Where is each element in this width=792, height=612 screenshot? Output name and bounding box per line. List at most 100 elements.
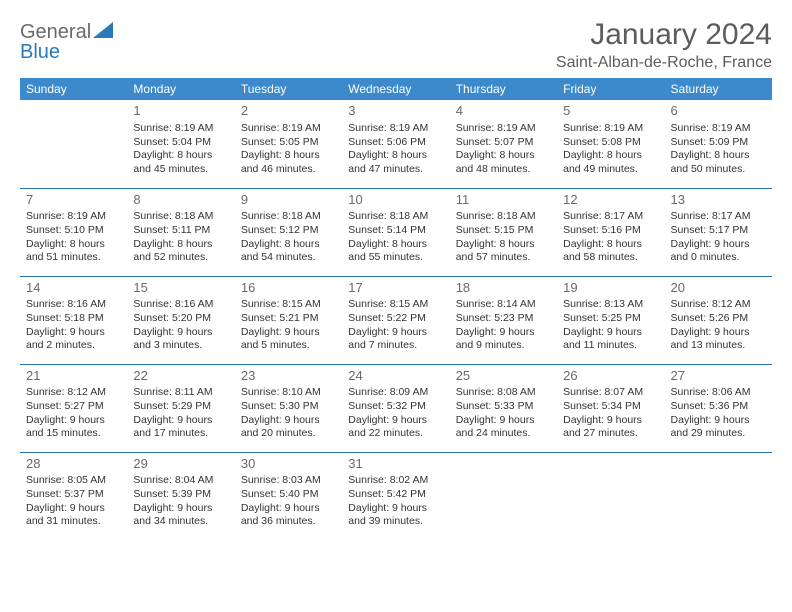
- calendar-day-cell: 30Sunrise: 8:03 AMSunset: 5:40 PMDayligh…: [235, 452, 342, 540]
- day-number: 3: [348, 103, 443, 120]
- day-number: 8: [133, 192, 228, 209]
- weekday-header: Tuesday: [235, 78, 342, 100]
- day-info: Sunrise: 8:18 AMSunset: 5:11 PMDaylight:…: [133, 210, 228, 265]
- day-number: 29: [133, 456, 228, 473]
- day-info: Sunrise: 8:07 AMSunset: 5:34 PMDaylight:…: [563, 386, 658, 441]
- day-number: 2: [241, 103, 336, 120]
- day-info: Sunrise: 8:05 AMSunset: 5:37 PMDaylight:…: [26, 474, 121, 529]
- day-info: Sunrise: 8:13 AMSunset: 5:25 PMDaylight:…: [563, 298, 658, 353]
- calendar-day-cell: 11Sunrise: 8:18 AMSunset: 5:15 PMDayligh…: [450, 188, 557, 276]
- day-info: Sunrise: 8:15 AMSunset: 5:22 PMDaylight:…: [348, 298, 443, 353]
- day-number: 7: [26, 192, 121, 209]
- day-info: Sunrise: 8:10 AMSunset: 5:30 PMDaylight:…: [241, 386, 336, 441]
- day-info: Sunrise: 8:12 AMSunset: 5:27 PMDaylight:…: [26, 386, 121, 441]
- month-title: January 2024: [556, 18, 772, 52]
- header: GeneralBlue January 2024 Saint-Alban-de-…: [20, 18, 772, 72]
- logo-triangle-icon: [93, 21, 113, 43]
- day-info: Sunrise: 8:18 AMSunset: 5:14 PMDaylight:…: [348, 210, 443, 265]
- calendar-day-cell: 1Sunrise: 8:19 AMSunset: 5:04 PMDaylight…: [127, 100, 234, 188]
- day-number: 6: [671, 103, 766, 120]
- day-number: 5: [563, 103, 658, 120]
- calendar-day-cell: 24Sunrise: 8:09 AMSunset: 5:32 PMDayligh…: [342, 364, 449, 452]
- logo: GeneralBlue: [20, 22, 113, 62]
- day-info: Sunrise: 8:02 AMSunset: 5:42 PMDaylight:…: [348, 474, 443, 529]
- calendar-empty-cell: [450, 452, 557, 540]
- day-info: Sunrise: 8:14 AMSunset: 5:23 PMDaylight:…: [456, 298, 551, 353]
- title-block: January 2024 Saint-Alban-de-Roche, Franc…: [556, 18, 772, 72]
- day-number: 28: [26, 456, 121, 473]
- day-info: Sunrise: 8:18 AMSunset: 5:15 PMDaylight:…: [456, 210, 551, 265]
- calendar-day-cell: 4 Sunrise: 8:19 AMSunset: 5:07 PMDaylight…: [450, 100, 557, 188]
- logo-text-right: Blue: [20, 41, 60, 63]
- calendar-day-cell: 10Sunrise: 8:18 AMSunset: 5:14 PMDayligh…: [342, 188, 449, 276]
- day-info: Sunrise: 8:19 AMSunset: 5:09 PMDaylight:…: [671, 122, 766, 177]
- day-info: Sunrise: 8:16 AMSunset: 5:20 PMDaylight:…: [133, 298, 228, 353]
- day-info: Sunrise: 8:15 AMSunset: 5:21 PMDaylight:…: [241, 298, 336, 353]
- calendar-week-row: 14Sunrise: 8:16 AMSunset: 5:18 PMDayligh…: [20, 276, 772, 364]
- day-info: Sunrise: 8:19 AMSunset: 5:05 PMDaylight:…: [241, 122, 336, 177]
- logo-text: GeneralBlue: [20, 22, 113, 62]
- day-number: 14: [26, 280, 121, 297]
- day-info: Sunrise: 8:12 AMSunset: 5:26 PMDaylight:…: [671, 298, 766, 353]
- day-number: 23: [241, 368, 336, 385]
- day-info: Sunrise: 8:09 AMSunset: 5:32 PMDaylight:…: [348, 386, 443, 441]
- day-number: 12: [563, 192, 658, 209]
- day-info: Sunrise: 8:08 AMSunset: 5:33 PMDaylight:…: [456, 386, 551, 441]
- day-number: 30: [241, 456, 336, 473]
- day-number: 26: [563, 368, 658, 385]
- calendar-day-cell: 6 Sunrise: 8:19 AMSunset: 5:09 PMDaylight…: [665, 100, 772, 188]
- day-info: Sunrise: 8:06 AMSunset: 5:36 PMDaylight:…: [671, 386, 766, 441]
- weekday-header: Thursday: [450, 78, 557, 100]
- calendar-table: SundayMondayTuesdayWednesdayThursdayFrid…: [20, 78, 772, 540]
- calendar-day-cell: 13Sunrise: 8:17 AMSunset: 5:17 PMDayligh…: [665, 188, 772, 276]
- calendar-day-cell: 20Sunrise: 8:12 AMSunset: 5:26 PMDayligh…: [665, 276, 772, 364]
- day-number: 11: [456, 192, 551, 209]
- day-number: 22: [133, 368, 228, 385]
- calendar-day-cell: 18Sunrise: 8:14 AMSunset: 5:23 PMDayligh…: [450, 276, 557, 364]
- day-number: 27: [671, 368, 766, 385]
- location: Saint-Alban-de-Roche, France: [556, 54, 772, 72]
- calendar-empty-cell: [557, 452, 664, 540]
- day-info: Sunrise: 8:19 AMSunset: 5:07 PMDaylight:…: [456, 122, 551, 177]
- calendar-week-row: 21Sunrise: 8:12 AMSunset: 5:27 PMDayligh…: [20, 364, 772, 452]
- calendar-day-cell: 19Sunrise: 8:13 AMSunset: 5:25 PMDayligh…: [557, 276, 664, 364]
- day-number: 17: [348, 280, 443, 297]
- day-info: Sunrise: 8:04 AMSunset: 5:39 PMDaylight:…: [133, 474, 228, 529]
- calendar-week-row: 1Sunrise: 8:19 AMSunset: 5:04 PMDaylight…: [20, 100, 772, 188]
- calendar-day-cell: 29Sunrise: 8:04 AMSunset: 5:39 PMDayligh…: [127, 452, 234, 540]
- calendar-day-cell: 16Sunrise: 8:15 AMSunset: 5:21 PMDayligh…: [235, 276, 342, 364]
- calendar-week-row: 28Sunrise: 8:05 AMSunset: 5:37 PMDayligh…: [20, 452, 772, 540]
- day-number: 13: [671, 192, 766, 209]
- day-number: 19: [563, 280, 658, 297]
- calendar-day-cell: 2 Sunrise: 8:19 AMSunset: 5:05 PMDaylight…: [235, 100, 342, 188]
- day-number: 10: [348, 192, 443, 209]
- calendar-day-cell: 14Sunrise: 8:16 AMSunset: 5:18 PMDayligh…: [20, 276, 127, 364]
- weekday-header: Monday: [127, 78, 234, 100]
- day-number: 21: [26, 368, 121, 385]
- day-number: 15: [133, 280, 228, 297]
- calendar-day-cell: 31Sunrise: 8:02 AMSunset: 5:42 PMDayligh…: [342, 452, 449, 540]
- day-number: 4: [456, 103, 551, 120]
- calendar-day-cell: 3Sunrise: 8:19 AMSunset: 5:06 PMDaylight…: [342, 100, 449, 188]
- calendar-day-cell: 12Sunrise: 8:17 AMSunset: 5:16 PMDayligh…: [557, 188, 664, 276]
- day-info: Sunrise: 8:17 AMSunset: 5:17 PMDaylight:…: [671, 210, 766, 265]
- calendar-day-cell: 15Sunrise: 8:16 AMSunset: 5:20 PMDayligh…: [127, 276, 234, 364]
- day-info: Sunrise: 8:11 AMSunset: 5:29 PMDaylight:…: [133, 386, 228, 441]
- day-info: Sunrise: 8:18 AMSunset: 5:12 PMDaylight:…: [241, 210, 336, 265]
- day-info: Sunrise: 8:19 AMSunset: 5:08 PMDaylight:…: [563, 122, 658, 177]
- day-info: Sunrise: 8:19 AMSunset: 5:10 PMDaylight:…: [26, 210, 121, 265]
- calendar-day-cell: 7Sunrise: 8:19 AMSunset: 5:10 PMDaylight…: [20, 188, 127, 276]
- calendar-day-cell: 21Sunrise: 8:12 AMSunset: 5:27 PMDayligh…: [20, 364, 127, 452]
- calendar-day-cell: 27Sunrise: 8:06 AMSunset: 5:36 PMDayligh…: [665, 364, 772, 452]
- day-number: 9: [241, 192, 336, 209]
- day-number: 18: [456, 280, 551, 297]
- weekday-header-row: SundayMondayTuesdayWednesdayThursdayFrid…: [20, 78, 772, 100]
- day-info: Sunrise: 8:17 AMSunset: 5:16 PMDaylight:…: [563, 210, 658, 265]
- day-number: 31: [348, 456, 443, 473]
- day-number: 25: [456, 368, 551, 385]
- calendar-day-cell: 26Sunrise: 8:07 AMSunset: 5:34 PMDayligh…: [557, 364, 664, 452]
- calendar-day-cell: 17Sunrise: 8:15 AMSunset: 5:22 PMDayligh…: [342, 276, 449, 364]
- day-info: Sunrise: 8:03 AMSunset: 5:40 PMDaylight:…: [241, 474, 336, 529]
- day-info: Sunrise: 8:16 AMSunset: 5:18 PMDaylight:…: [26, 298, 121, 353]
- weekday-header: Friday: [557, 78, 664, 100]
